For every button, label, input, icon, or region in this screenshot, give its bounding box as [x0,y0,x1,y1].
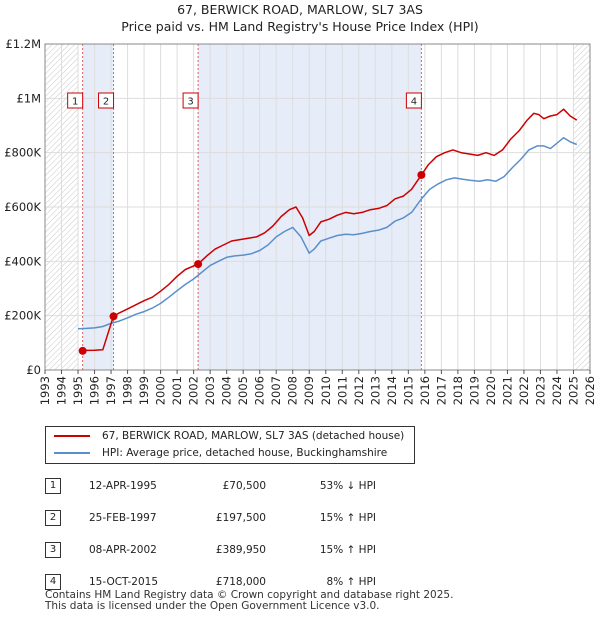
sale-number-badge: 2 [45,510,61,526]
sale-point [78,346,87,355]
y-tick-label: £0 [26,363,41,377]
sale-label-box [67,92,84,109]
sales-table: 1 12-APR-1995 £70,500 53% ↓ HPI 2 25-FEB… [45,470,376,598]
sale-point [417,170,426,179]
table-row: 1 12-APR-1995 £70,500 53% ↓ HPI [45,470,376,502]
x-tick-label: 2011 [335,376,349,405]
sale-hpi-diff: 53% ↓ HPI [319,480,376,492]
sale-point [109,312,118,321]
y-tick-label: £600K [4,200,41,214]
sale-number-badge: 3 [45,542,61,558]
y-tick-label: £1M [16,91,41,105]
x-tick-label: 2006 [253,376,267,405]
sale-price: £197,500 [215,512,266,524]
sale-number-badge: 1 [45,478,61,494]
x-tick-label: 1998 [121,376,135,405]
x-tick-label: 2018 [451,376,465,405]
x-tick-label: 2002 [187,376,201,405]
hpi-series-line [77,136,578,330]
y-tick-label: £1.2M [5,37,41,51]
sale-hpi-diff: 15% ↑ HPI [319,512,376,524]
y-tick-label: £800K [4,146,41,160]
sale-point [194,260,203,269]
x-tick-label: 2016 [418,376,432,405]
x-tick-label: 2022 [517,376,531,405]
x-tick-label: 1995 [71,376,85,405]
x-tick-label: 2025 [566,376,580,405]
sale-price: £389,950 [215,544,266,556]
x-tick-label: 2004 [220,376,234,405]
x-tick-label: 2005 [236,376,250,405]
sale-label-box [98,92,115,109]
x-tick-label: 2021 [500,376,514,405]
sale-label-number: 2 [103,97,109,108]
sale-number-badge: 4 [45,574,61,590]
x-tick-label: 2012 [352,376,366,405]
chart-subtitle: Price paid vs. HM Land Registry's House … [121,19,479,34]
footer-licence: This data is licensed under the Open Gov… [45,600,380,612]
x-tick-label: 1999 [137,376,151,405]
property-series-line [82,108,578,352]
x-tick-label: 1993 [38,376,52,405]
sale-date: 12-APR-1995 [89,480,157,492]
sale-label-box [182,92,199,109]
x-tick-label: 2007 [269,376,283,405]
hpi-line-swatch [54,452,90,454]
sale-label-number: 4 [411,97,417,108]
table-row: 2 25-FEB-1997 £197,500 15% ↑ HPI [45,502,376,534]
sale-hpi-diff: 15% ↑ HPI [319,544,376,556]
sale-date: 15-OCT-2015 [89,576,158,588]
x-tick-label: 2026 [583,376,597,405]
table-row: 4 15-OCT-2015 £718,000 8% ↑ HPI [45,566,376,598]
chart-legend: 67, BERWICK ROAD, MARLOW, SL7 3AS (detac… [45,426,415,464]
x-tick-label: 2014 [385,376,399,405]
x-tick-label: 2010 [319,376,333,405]
y-tick-label: £400K [4,254,41,268]
x-tick-label: 2001 [170,376,184,405]
x-tick-label: 2020 [484,376,498,405]
sale-price: £718,000 [215,576,266,588]
y-tick-label: £200K [4,309,41,323]
sale-date: 08-APR-2002 [89,544,157,556]
x-tick-label: 2008 [286,376,300,405]
sale-label-number: 1 [72,97,78,108]
footer-credits: Contains HM Land Registry data © Crown c… [45,590,453,612]
x-tick-label: 2017 [434,376,448,405]
sale-label-box [405,92,422,109]
table-row: 3 08-APR-2002 £389,950 15% ↑ HPI [45,534,376,566]
x-tick-label: 2023 [533,376,547,405]
plot-frame [44,43,591,371]
x-tick-label: 1997 [104,376,118,405]
sale-price: £70,500 [222,480,266,492]
x-tick-label: 2013 [368,376,382,405]
sale-hpi-diff: 8% ↑ HPI [326,576,376,588]
footer-copyright: Contains HM Land Registry data © Crown c… [45,589,454,601]
x-tick-label: 1996 [88,376,102,405]
x-tick-label: 1994 [55,376,69,405]
legend-property-label: 67, BERWICK ROAD, MARLOW, SL7 3AS (detac… [102,430,405,442]
property-line-swatch [54,435,90,437]
x-tick-label: 2024 [550,376,564,405]
x-tick-label: 2015 [401,376,415,405]
sale-date: 25-FEB-1997 [89,512,157,524]
x-tick-label: 2003 [203,376,217,405]
x-tick-label: 2019 [467,376,481,405]
x-tick-label: 2000 [154,376,168,405]
sale-label-number: 3 [187,97,193,108]
legend-item-property: 67, BERWICK ROAD, MARLOW, SL7 3AS (detac… [54,428,404,444]
x-tick-label: 2009 [302,376,316,405]
chart-title: 67, BERWICK ROAD, MARLOW, SL7 3AS [177,2,423,17]
legend-hpi-label: HPI: Average price, detached house, Buck… [102,447,388,459]
legend-item-hpi: HPI: Average price, detached house, Buck… [54,445,387,461]
